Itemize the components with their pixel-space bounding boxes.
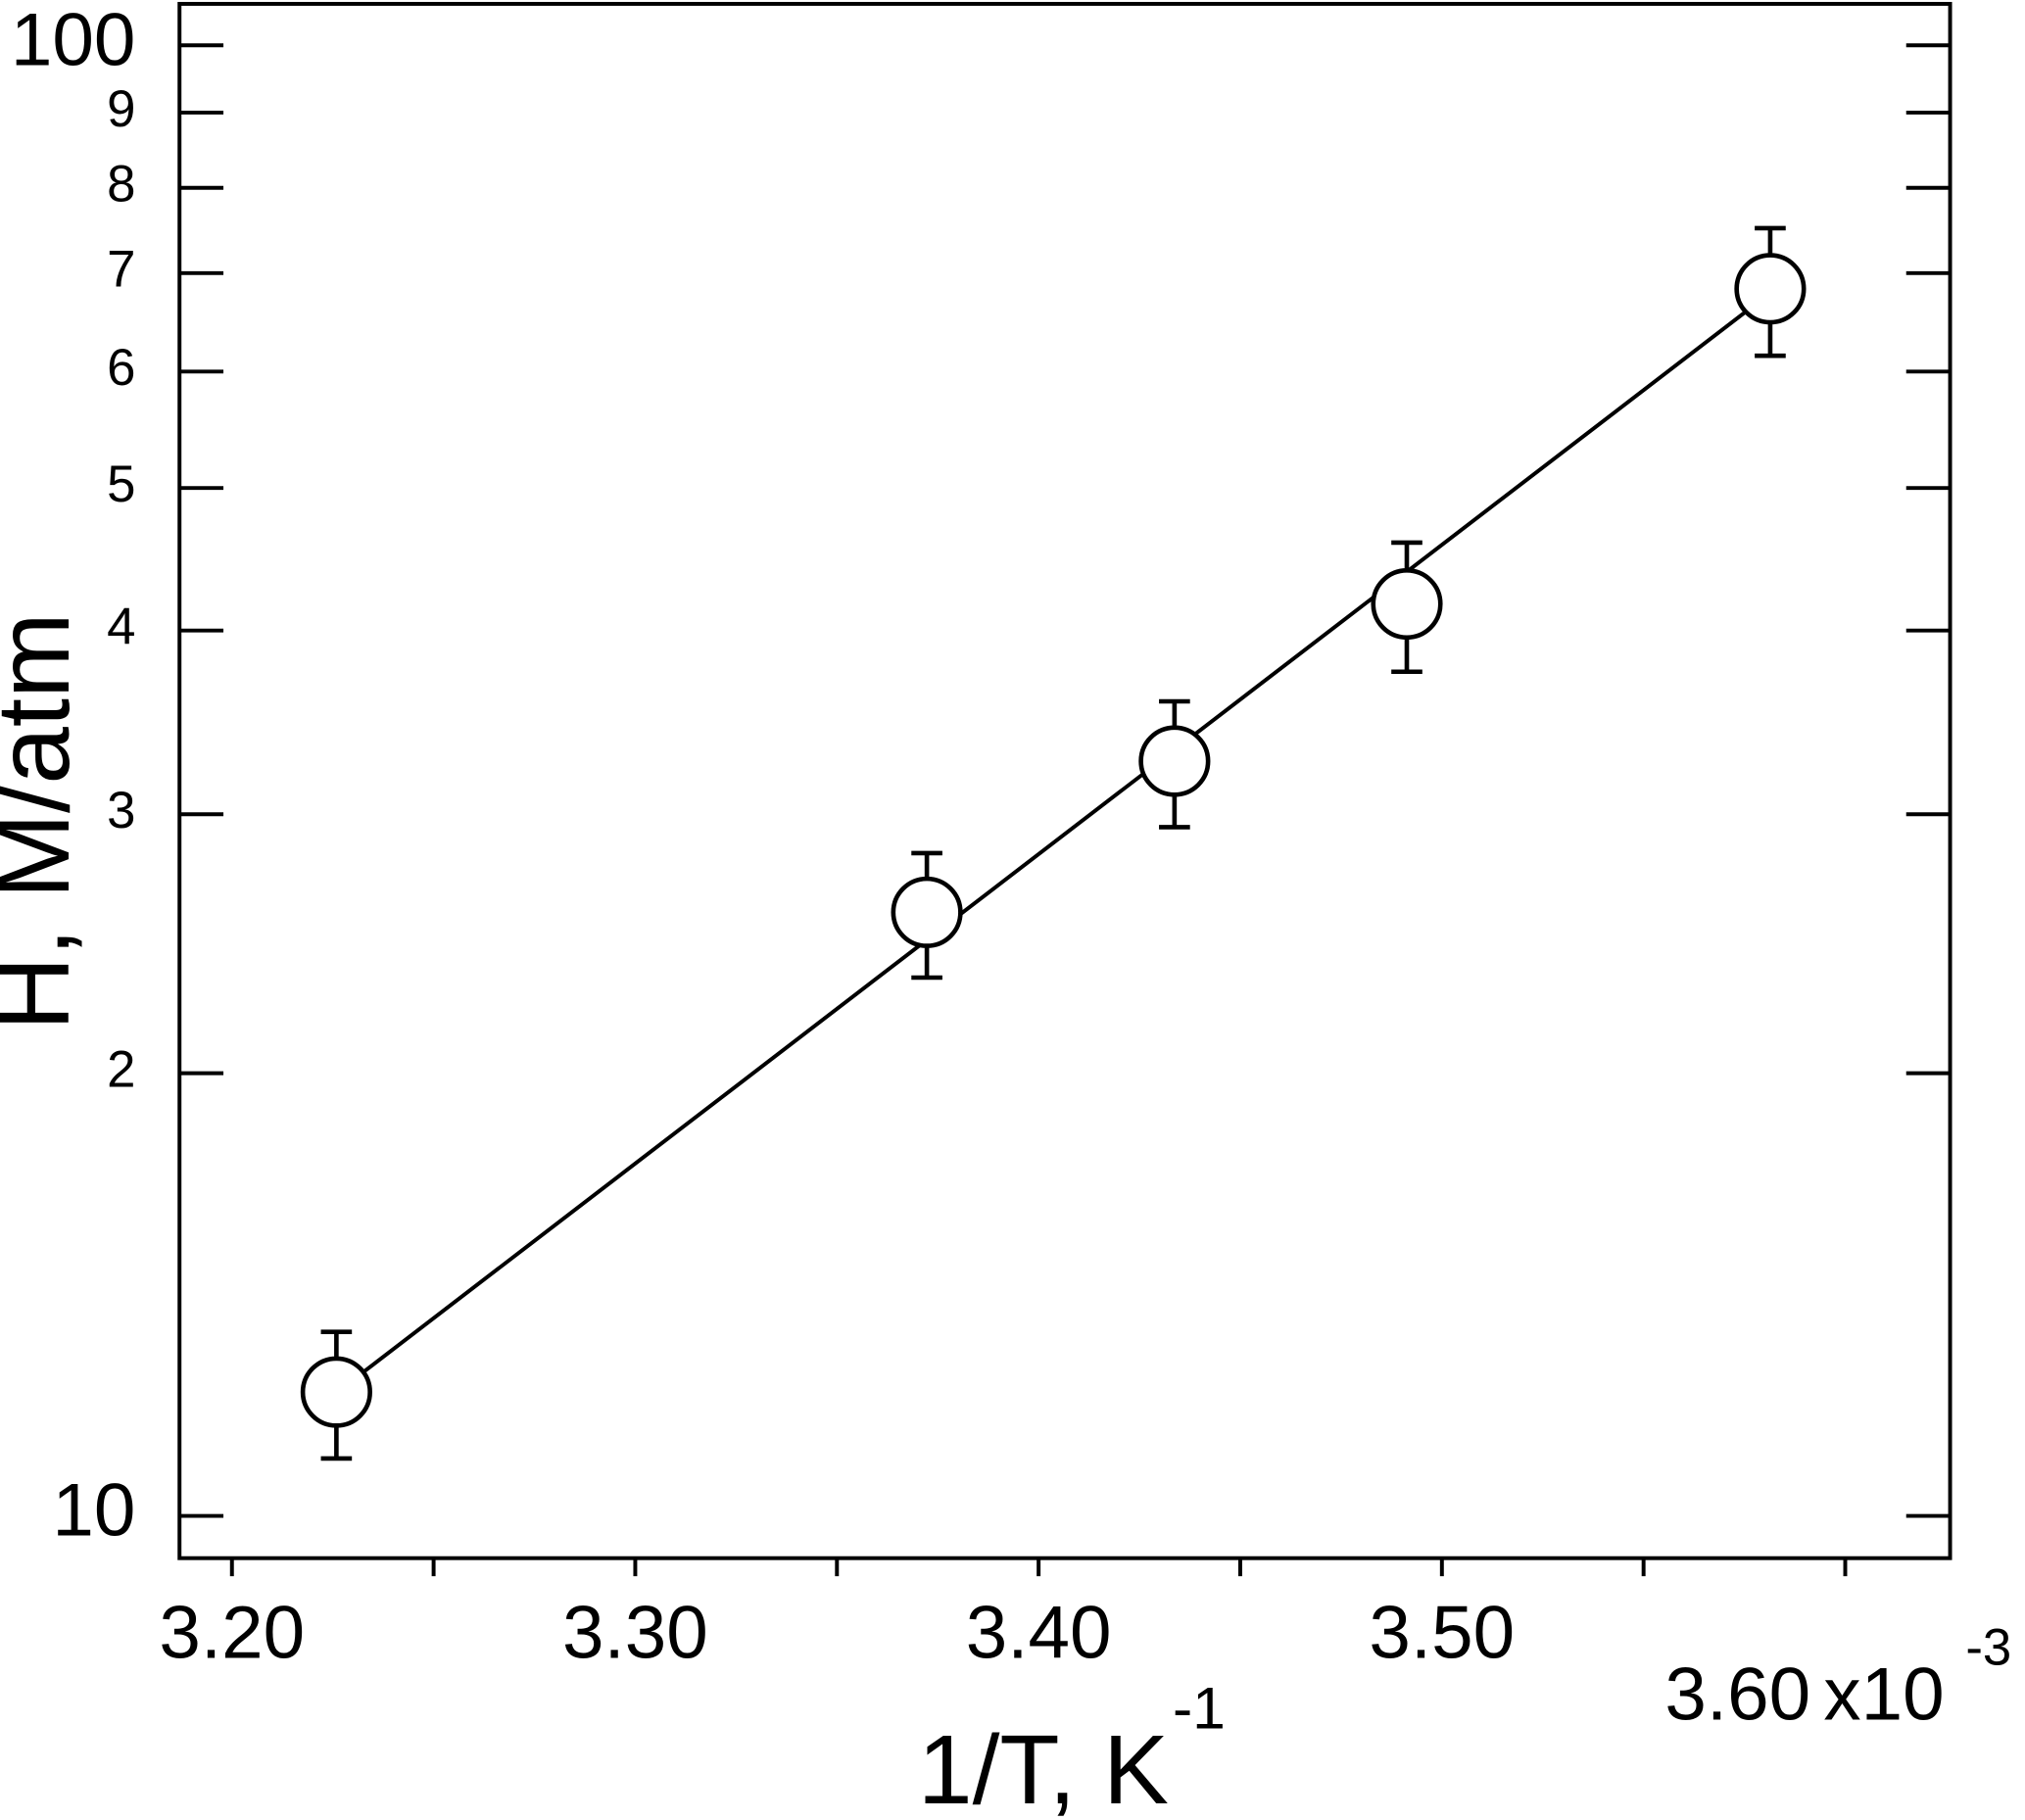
x-multiplier-sup: -3 (1965, 1618, 2011, 1676)
x-tick-label: 3.50 (1369, 1592, 1515, 1675)
y-tick-label: 6 (107, 339, 135, 397)
plot-frame (177, 1, 1953, 1560)
y-tick-label: 5 (107, 455, 135, 513)
x-axis-label-sup: -1 (1173, 1675, 1226, 1742)
data-point (300, 1356, 372, 1428)
data-point (1138, 725, 1211, 797)
y-tick-label: 10 (52, 1469, 135, 1553)
x-tick-label: 3.30 (562, 1592, 708, 1675)
y-tick-label: 4 (107, 599, 135, 656)
data-point (1734, 253, 1807, 325)
x-axis-label: 1/T, K (918, 1715, 1169, 1820)
y-tick-label: 100 (11, 0, 136, 81)
x-tick-label: 3.40 (966, 1592, 1112, 1675)
y-tick-label: 3 (107, 782, 135, 839)
fit-line (347, 308, 1750, 1385)
x-tick-label: 3.60 (1664, 1653, 1810, 1737)
data-point (891, 876, 963, 948)
y-tick-label: 9 (107, 80, 135, 138)
y-tick-label: 7 (107, 241, 135, 299)
x-tick-label: 3.20 (159, 1592, 305, 1675)
data-point (1371, 567, 1443, 641)
y-axis-label: H, M/atm (0, 612, 91, 1030)
x-multiplier: x10 (1823, 1653, 1944, 1737)
y-tick-label: 2 (107, 1041, 135, 1099)
y-tick-label: 8 (107, 156, 135, 214)
